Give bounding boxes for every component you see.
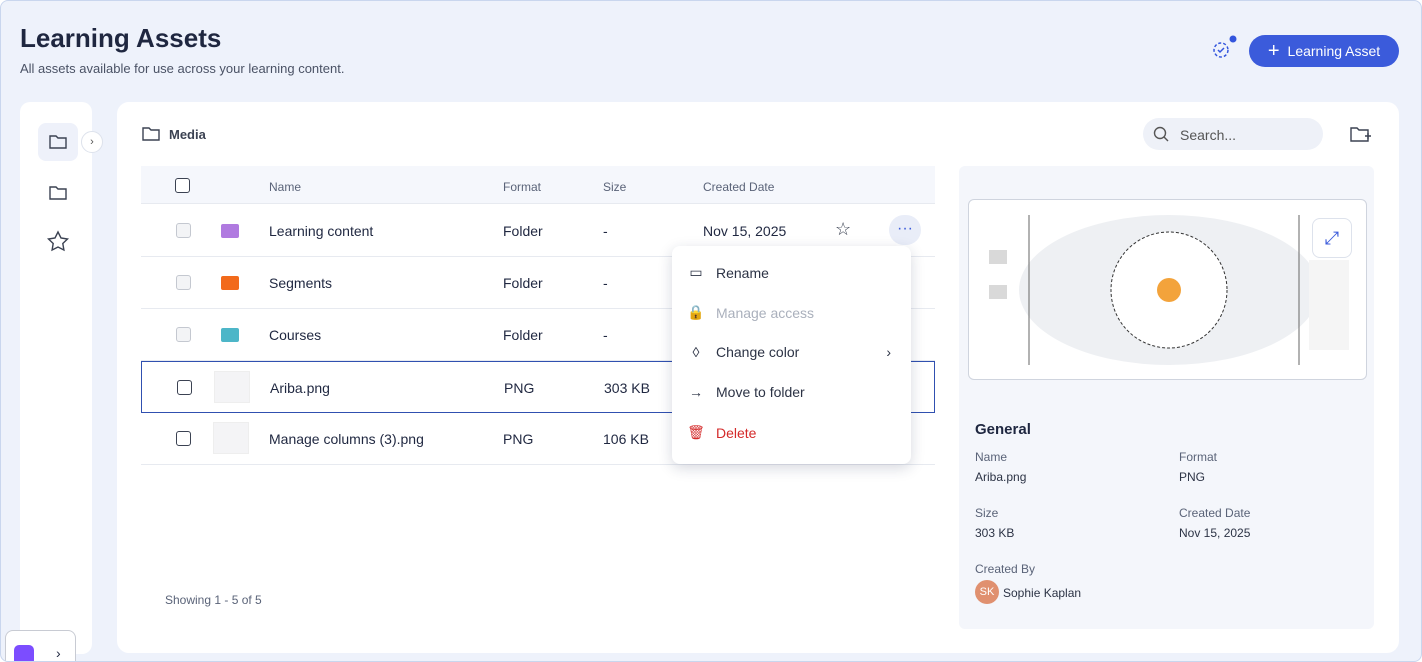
- menu-label: Manage access: [716, 304, 815, 321]
- search-box[interactable]: Search...: [1143, 118, 1323, 150]
- file-format: Folder: [503, 327, 543, 343]
- file-format: PNG: [504, 380, 535, 396]
- row-checkbox[interactable]: [176, 223, 191, 238]
- page-title: Learning Assets: [20, 23, 222, 53]
- new-folder-button[interactable]: [1348, 124, 1372, 146]
- assistant-launcher[interactable]: ›: [5, 630, 76, 661]
- details-panel: ⤢ General Name Ariba.png Format PNG Size 303 …: [959, 166, 1374, 629]
- row-checkbox[interactable]: [176, 327, 191, 342]
- table-header: Name Format Size Created Date: [141, 166, 935, 204]
- field-label: Created By: [975, 562, 1036, 576]
- field-label: Format: [1179, 450, 1218, 464]
- file-size: -: [603, 275, 608, 291]
- field-value: Ariba.png: [975, 470, 1027, 484]
- avatar: SK: [975, 580, 999, 604]
- menu-label: Move to folder: [716, 384, 805, 400]
- row-checkbox[interactable]: [176, 431, 191, 446]
- field-value: 303 KB: [975, 526, 1015, 540]
- column-header: Format: [503, 180, 542, 194]
- field-label: Created Date: [1179, 506, 1251, 520]
- button-label: Learning Asset: [1287, 43, 1381, 59]
- page-subtitle: All assets available for use across your…: [20, 61, 345, 76]
- file-format: PNG: [503, 431, 534, 447]
- sidebar: ›: [20, 102, 103, 654]
- file-name: Ariba.png: [270, 380, 330, 396]
- field-value: Sophie Kaplan: [1003, 586, 1082, 600]
- table-row[interactable]: Ariba.png PNG 303 KB: [141, 361, 935, 413]
- details-title: General: [975, 421, 1031, 438]
- nav-favorites[interactable]: [38, 222, 78, 260]
- table-row[interactable]: Courses Folder -: [141, 309, 935, 361]
- folder-icon: [221, 224, 239, 238]
- table-row[interactable]: Segments Folder -: [141, 257, 935, 309]
- row-checkbox[interactable]: [177, 380, 192, 395]
- nav-folder[interactable]: [38, 174, 78, 212]
- menu-label: Delete: [716, 424, 757, 441]
- breadcrumb[interactable]: Media: [169, 127, 206, 142]
- menu-icon: ▭: [689, 264, 703, 280]
- file-format: Folder: [503, 275, 543, 291]
- expand-preview[interactable]: ⤢: [1312, 218, 1352, 258]
- favorite-button[interactable]: ☆: [835, 219, 852, 239]
- file-format: Folder: [503, 223, 543, 239]
- add-asset-button[interactable]: + Learning Asset: [1249, 35, 1399, 67]
- file-size: 303 KB: [604, 380, 650, 396]
- column-header: Size: [603, 180, 627, 194]
- more-button[interactable]: ···: [889, 215, 921, 245]
- submenu-arrow: ›: [886, 344, 891, 360]
- file-size: -: [603, 223, 608, 239]
- file-name: Learning content: [269, 223, 374, 239]
- context-menu: ▭ Rename 🔒 Manage access ◊ Change color › → Move…: [672, 246, 911, 464]
- field-value: Nov 15, 2025: [1179, 526, 1251, 540]
- file-name: Manage columns (3).png: [269, 431, 424, 447]
- select-all[interactable]: [175, 178, 190, 193]
- menu-item[interactable]: ▭ Rename: [686, 264, 897, 281]
- table-row[interactable]: Manage columns (3).png PNG 106 KB: [141, 413, 935, 465]
- status-icon[interactable]: [1211, 34, 1237, 60]
- breadcrumb-icon: [142, 127, 160, 141]
- menu-label: Change color: [716, 344, 800, 360]
- menu-item[interactable]: 🗑 Delete: [686, 424, 897, 441]
- menu-label: Rename: [716, 264, 769, 281]
- file-name: Courses: [269, 327, 322, 343]
- thumbnail: [213, 422, 249, 454]
- menu-item[interactable]: → Move to folder: [686, 384, 897, 400]
- menu-icon: 🗑: [687, 424, 705, 440]
- file-size: 106 KB: [603, 431, 649, 447]
- field-label: Size: [975, 506, 999, 520]
- column-header: Name: [269, 180, 302, 194]
- created-date: Nov 15, 2025: [703, 223, 787, 239]
- thumbnail: [214, 371, 250, 403]
- row-checkbox[interactable]: [176, 275, 191, 290]
- menu-icon: 🔒: [687, 304, 705, 320]
- menu-item[interactable]: ◊ Change color ›: [686, 344, 897, 360]
- menu-item: 🔒 Manage access: [686, 304, 897, 321]
- folder-icon: [221, 328, 239, 342]
- field-label: Name: [975, 450, 1008, 464]
- table-row[interactable]: Learning content Folder - Nov 15, 2025 ☆ ···: [141, 205, 935, 257]
- pagination-info: Showing 1 - 5 of 5: [165, 593, 262, 607]
- search-placeholder: Search...: [1180, 127, 1237, 143]
- menu-icon: →: [689, 384, 703, 400]
- expand-sidebar[interactable]: ›: [81, 131, 103, 153]
- file-size: -: [603, 327, 608, 343]
- folder-icon: [221, 276, 239, 290]
- field-value: PNG: [1179, 470, 1206, 484]
- nav-media[interactable]: [38, 123, 78, 161]
- file-name: Segments: [269, 275, 333, 291]
- image-preview: ⤢: [968, 199, 1367, 380]
- column-header: Created Date: [703, 180, 775, 194]
- menu-icon: ◊: [692, 344, 700, 360]
